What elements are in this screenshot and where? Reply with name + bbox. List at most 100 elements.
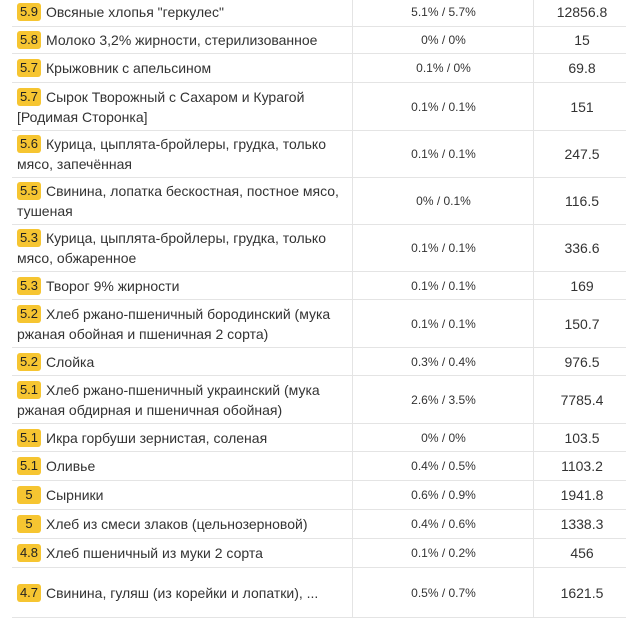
- value-cell: 103.5: [533, 424, 626, 451]
- table-row[interactable]: 5 Хлеб из смеси злаков (цельнозерновой) 0.…: [12, 510, 626, 539]
- table-row[interactable]: 4.7 Свинина, гуляш (из корейки и лопатки)…: [12, 568, 626, 618]
- ratio-cell: 0.1% / 0.2%: [352, 539, 534, 567]
- value-cell: 1941.8: [533, 481, 626, 509]
- value-cell: 336.6: [533, 225, 626, 271]
- product-name[interactable]: Курица, цыплята-бройлеры, грудка, только…: [17, 230, 326, 266]
- product-name[interactable]: Курица, цыплята-бройлеры, грудка, только…: [17, 136, 326, 172]
- product-name-cell: 5.3 Курица, цыплята-бройлеры, грудка, тол…: [12, 225, 352, 271]
- table-row[interactable]: 5.9 Овсяные хлопья "геркулес" 5.1% / 5.7% 1…: [12, 0, 626, 27]
- ratio-cell: 0% / 0%: [352, 27, 534, 53]
- product-name[interactable]: Икра горбуши зернистая, соленая: [46, 429, 268, 446]
- product-name[interactable]: Творог 9% жирности: [46, 277, 180, 294]
- product-cell-content: 5.5 Свинина, лопатка бескостная, постное …: [17, 181, 346, 221]
- score-badge: 5.3: [17, 229, 41, 247]
- score-badge: 5: [17, 486, 41, 504]
- table-row[interactable]: 4.8 Хлеб пшеничный из муки 2 сорта 0.1% / …: [12, 539, 626, 568]
- product-name[interactable]: Хлеб ржано-пшеничный бородинский (мука р…: [17, 305, 331, 342]
- product-cell-content: 5.2 Слойка: [17, 352, 346, 372]
- product-name[interactable]: Хлеб пшеничный из муки 2 сорта: [46, 545, 263, 561]
- table-row[interactable]: 5.1 Хлеб ржано-пшеничный украинский (мука…: [12, 376, 626, 424]
- value-cell: 169: [533, 272, 626, 299]
- value-cell: 7785.4: [533, 376, 626, 423]
- product-cell-content: 5.7 Сырок Творожный с Сахаром и Курагой […: [17, 87, 346, 127]
- product-name[interactable]: Сырники: [46, 487, 104, 503]
- value-cell: 151: [533, 83, 626, 130]
- score-badge: 5.3: [17, 276, 41, 295]
- ratio-cell: 0.1% / 0.1%: [352, 83, 534, 130]
- product-name-cell: 5.1 Хлеб ржано-пшеничный украинский (мука…: [12, 376, 352, 423]
- product-cell-content: 5.1 Оливье: [17, 456, 346, 476]
- ratio-cell: 0.1% / 0.1%: [352, 225, 534, 271]
- value-cell: 69.8: [533, 54, 626, 82]
- table-row[interactable]: 5.6 Курица, цыплята-бройлеры, грудка, тол…: [12, 131, 626, 178]
- ratio-cell: 0% / 0%: [352, 424, 534, 451]
- product-name[interactable]: Оливье: [46, 458, 96, 474]
- ratio-cell: 0.1% / 0%: [352, 54, 534, 82]
- score-badge: 5.5: [17, 182, 41, 200]
- table-row[interactable]: 5.2 Слойка 0.3% / 0.4% 976.5: [12, 348, 626, 376]
- score-badge: 5.7: [17, 87, 41, 106]
- ratio-cell: 0.1% / 0.1%: [352, 272, 534, 299]
- table-row[interactable]: 5.1 Икра горбуши зернистая, соленая 0% / 0…: [12, 424, 626, 452]
- product-name[interactable]: Овсяные хлопья "геркулес": [46, 4, 224, 20]
- table-row[interactable]: 5.7 Сырок Творожный с Сахаром и Курагой […: [12, 83, 626, 131]
- product-name-cell: 5.1 Икра горбуши зернистая, соленая: [12, 424, 352, 451]
- product-cell-content: 4.8 Хлеб пшеничный из муки 2 сорта: [17, 543, 346, 563]
- product-name[interactable]: Крыжовник с апельсином: [46, 60, 212, 76]
- table-row[interactable]: 5.3 Творог 9% жирности 0.1% / 0.1% 169: [12, 272, 626, 300]
- table-row[interactable]: 5.7 Крыжовник с апельсином 0.1% / 0% 69.8: [12, 54, 626, 83]
- product-cell-content: 4.7 Свинина, гуляш (из корейки и лопатки)…: [17, 583, 346, 603]
- product-name[interactable]: Свинина, гуляш (из корейки и лопатки), .…: [46, 584, 319, 601]
- product-name[interactable]: Слойка: [46, 353, 95, 370]
- ratio-cell: 2.6% / 3.5%: [352, 376, 534, 423]
- product-name-cell: 5.9 Овсяные хлопья "геркулес": [12, 0, 352, 26]
- product-name-cell: 5.6 Курица, цыплята-бройлеры, грудка, тол…: [12, 131, 352, 177]
- product-name-cell: 5.1 Оливье: [12, 452, 352, 480]
- value-cell: 247.5: [533, 131, 626, 177]
- score-badge: 5.2: [17, 352, 41, 371]
- product-name[interactable]: Свинина, лопатка бескостная, постное мяс…: [17, 183, 339, 219]
- product-cell-content: 5.9 Овсяные хлопья "геркулес": [17, 2, 346, 22]
- value-cell: 1338.3: [533, 510, 626, 538]
- product-name[interactable]: Хлеб ржано-пшеничный украинский (мука рж…: [17, 381, 320, 418]
- ratio-cell: 0% / 0.1%: [352, 178, 534, 224]
- product-cell-content: 5.2 Хлеб ржано-пшеничный бородинский (мук…: [17, 304, 346, 344]
- score-badge: 5.7: [17, 59, 41, 77]
- product-name[interactable]: Сырок Творожный с Сахаром и Курагой [Род…: [17, 88, 305, 125]
- product-name-cell: 5.7 Крыжовник с апельсином: [12, 54, 352, 82]
- table-row[interactable]: 5.1 Оливье 0.4% / 0.5% 1103.2: [12, 452, 626, 481]
- product-cell-content: 5.1 Икра горбуши зернистая, соленая: [17, 428, 346, 448]
- table-row[interactable]: 5.8 Молоко 3,2% жирности, стерилизованное…: [12, 27, 626, 54]
- score-badge: 5.1: [17, 428, 41, 447]
- value-cell: 456: [533, 539, 626, 567]
- product-cell-content: 5 Хлеб из смеси злаков (цельнозерновой): [17, 514, 346, 534]
- table-row[interactable]: 5.3 Курица, цыплята-бройлеры, грудка, тол…: [12, 225, 626, 272]
- product-name-cell: 4.8 Хлеб пшеничный из муки 2 сорта: [12, 539, 352, 567]
- product-cell-content: 5.1 Хлеб ржано-пшеничный украинский (мука…: [17, 380, 346, 420]
- score-badge: 4.7: [17, 583, 41, 602]
- product-name[interactable]: Молоко 3,2% жирности, стерилизованное: [46, 32, 318, 48]
- product-name-cell: 5 Сырники: [12, 481, 352, 509]
- product-name[interactable]: Хлеб из смеси злаков (цельнозерновой): [46, 516, 308, 532]
- table-row[interactable]: 5 Сырники 0.6% / 0.9% 1941.8: [12, 481, 626, 510]
- product-name-cell: 5.3 Творог 9% жирности: [12, 272, 352, 299]
- score-badge: 5.1: [17, 380, 41, 399]
- product-cell-content: 5.7 Крыжовник с апельсином: [17, 58, 346, 78]
- ratio-cell: 0.4% / 0.5%: [352, 452, 534, 480]
- score-badge: 5.9: [17, 3, 41, 21]
- value-cell: 1103.2: [533, 452, 626, 480]
- product-name-cell: 5.2 Слойка: [12, 348, 352, 375]
- product-name-cell: 5.2 Хлеб ржано-пшеничный бородинский (мук…: [12, 300, 352, 347]
- value-cell: 150.7: [533, 300, 626, 347]
- product-name-cell: 5.7 Сырок Творожный с Сахаром и Курагой […: [12, 83, 352, 130]
- product-cell-content: 5.8 Молоко 3,2% жирности, стерилизованное: [17, 30, 346, 50]
- value-cell: 976.5: [533, 348, 626, 375]
- product-cell-content: 5.6 Курица, цыплята-бройлеры, грудка, тол…: [17, 134, 346, 174]
- score-badge: 5.1: [17, 457, 41, 475]
- score-badge: 5.6: [17, 135, 41, 153]
- table-row[interactable]: 5.2 Хлеб ржано-пшеничный бородинский (мук…: [12, 300, 626, 348]
- value-cell: 12856.8: [533, 0, 626, 26]
- product-cell-content: 5 Сырники: [17, 485, 346, 505]
- product-name-cell: 4.7 Свинина, гуляш (из корейки и лопатки)…: [12, 568, 352, 617]
- table-row[interactable]: 5.5 Свинина, лопатка бескостная, постное …: [12, 178, 626, 225]
